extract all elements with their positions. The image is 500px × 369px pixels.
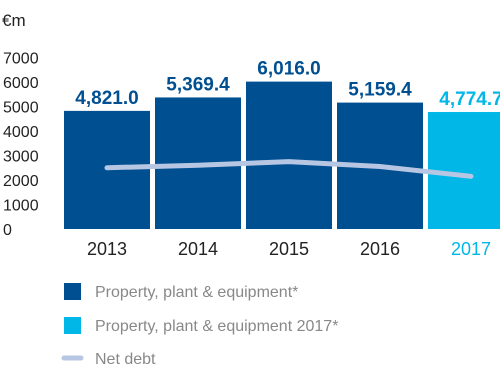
bar-value-label: 4,774.7	[439, 89, 500, 110]
legend-label: Property, plant & equipment 2017*	[95, 318, 338, 335]
y-tick-label: 3000	[3, 149, 39, 166]
x-axis: 2013 2014 2015 2016 2017	[87, 239, 491, 259]
y-tick-label: 4000	[3, 124, 39, 141]
y-tick-label: 0	[3, 222, 12, 239]
bar-value-label: 4,821.0	[75, 88, 138, 109]
unit-label: €m	[2, 11, 26, 30]
y-tick-label: 5000	[3, 100, 39, 117]
x-tick-label: 2014	[178, 239, 218, 259]
y-tick-label: 1000	[3, 198, 39, 215]
legend-swatch	[64, 317, 81, 334]
y-tick-label: 2000	[3, 173, 39, 190]
bar-value-label: 5,159.4	[348, 80, 412, 101]
y-tick-label: 7000	[3, 51, 39, 68]
bar-value-label: 6,016.0	[257, 59, 320, 80]
x-tick-label: 2016	[360, 239, 400, 259]
legend: Property, plant & equipment* Property, pl…	[61, 283, 338, 368]
bar-ppe	[246, 81, 332, 229]
legend-label: Property, plant & equipment*	[95, 284, 298, 301]
y-tick-label: 6000	[3, 75, 39, 92]
net-debt-line-group	[104, 159, 474, 179]
value-labels-group: 4,821.0 5,369.4 6,016.0 5,159.4 4,774.7	[75, 59, 500, 110]
x-tick-label: 2013	[87, 239, 127, 259]
net-debt-line	[104, 159, 474, 179]
y-axis: 0 1000 2000 3000 4000 5000 6000 7000	[3, 51, 39, 240]
x-tick-label: 2015	[269, 239, 309, 259]
bar-value-label: 5,369.4	[166, 74, 230, 95]
legend-swatch	[64, 283, 81, 300]
legend-label: Net debt	[95, 351, 156, 368]
x-tick-label: 2017	[451, 239, 491, 259]
